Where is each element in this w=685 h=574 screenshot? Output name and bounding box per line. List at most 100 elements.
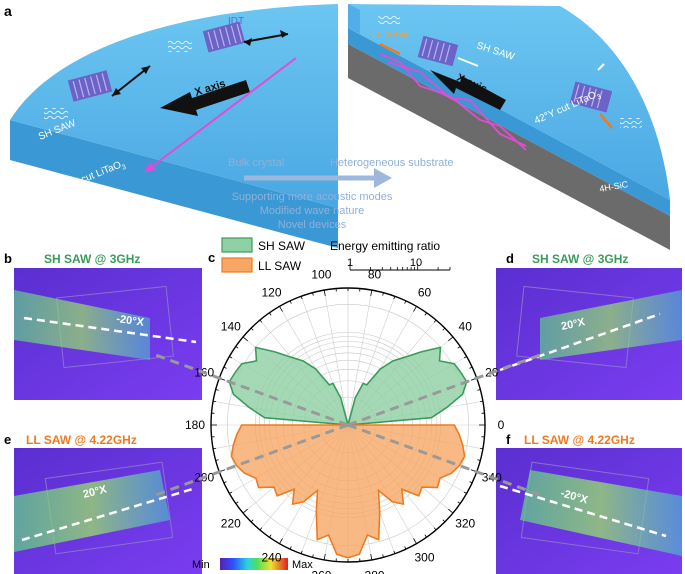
panel-b: b SH SAW @ 3GHz -20°X: [4, 251, 202, 400]
polar-tick: [370, 553, 373, 560]
angle-tick-label: 140: [221, 320, 241, 334]
panel-b-title: SH SAW @ 3GHz: [44, 252, 140, 266]
polar-tick: [477, 459, 481, 461]
panel-b-angle: -20°X: [116, 313, 146, 329]
polar-tick: [393, 550, 396, 554]
polar-tick: [229, 491, 233, 494]
polar-tick: [424, 312, 427, 316]
direction-dashed-line: [152, 352, 349, 427]
wave-symbol-icon: [378, 14, 400, 24]
angle-tick-label: 300: [414, 551, 434, 565]
polar-tick: [433, 527, 437, 531]
polar-tick: [300, 296, 303, 300]
polar-tick: [289, 546, 292, 550]
idt-electrode-icon: [569, 81, 613, 113]
angle-tick-label: 260: [311, 569, 331, 574]
polar-tick: [442, 519, 446, 523]
legend-label-sh: SH SAW: [258, 239, 306, 253]
polar-tick: [457, 346, 461, 349]
colorbar-gradient: [220, 558, 288, 570]
idt-electrode-icon: [417, 35, 459, 67]
polar-tick: [457, 501, 461, 504]
panel-d-angle: 20°X: [560, 316, 587, 333]
panel-d: d SH SAW @ 3GHz 20°X: [496, 251, 682, 400]
polar-tick: [213, 400, 217, 403]
panel-a-letter: a: [4, 3, 12, 19]
angle-tick-label: 180: [185, 418, 205, 432]
panel-e-title: LL SAW @ 4.22GHz: [26, 433, 137, 447]
polar-tick: [393, 296, 396, 300]
polar-tick: [433, 319, 437, 323]
propagation-path-icon: [379, 53, 527, 151]
sim-beam: [520, 470, 682, 556]
polar-tick: [479, 400, 483, 403]
direction-dashed-arrow: [23, 316, 197, 344]
sic-substrate-side: [348, 44, 670, 250]
polar-tick: [370, 290, 373, 297]
polar-tick: [259, 319, 263, 323]
angle-tick-label: 60: [418, 285, 432, 299]
colorbar-max-label: Max: [292, 559, 313, 571]
polar-tick: [312, 292, 314, 296]
panel-e-letter: e: [4, 432, 11, 447]
polar-tick: [413, 538, 417, 544]
polar-tick: [382, 554, 384, 558]
series-area-ll-saw: [230, 424, 466, 559]
panel-e: e LL SAW @ 4.22GHz 20°X: [4, 432, 202, 574]
polar-tick: [479, 447, 483, 450]
panel-a: a: [4, 3, 670, 250]
polar-tick: [279, 306, 283, 312]
benefit-item: Novel devices: [278, 219, 347, 231]
propagation-arrow-icon: [149, 57, 297, 169]
polar-tick: [404, 300, 407, 304]
angle-tick-label: 120: [261, 285, 281, 299]
legend-swatch-ll: [221, 257, 253, 273]
polar-tick: [463, 491, 467, 494]
polar-tick: [250, 519, 254, 523]
benefit-item: Modified wave nature: [260, 205, 365, 217]
polar-tick: [223, 481, 227, 484]
polar-chart: 0204060801001201401601802002202402602803…: [185, 267, 505, 574]
panel-c-letter: c: [208, 250, 215, 265]
direction-dashed-arrow: [499, 312, 661, 372]
angle-tick-label: 40: [459, 320, 473, 334]
polar-tick: [448, 508, 454, 514]
angle-tick-label: 0: [498, 418, 505, 432]
polar-tick: [300, 550, 303, 554]
polar-tick: [279, 538, 283, 544]
idt-electrode-icon: [202, 21, 246, 53]
polar-tick: [424, 534, 427, 538]
polar-tick: [235, 346, 239, 349]
panel-b-letter: b: [4, 251, 12, 266]
angle-tick-label: 320: [455, 516, 475, 530]
heterogeneous-substrate-illustration: LL SAW SH SAW X axis 42°Y cut LiTaO3 4H-…: [348, 4, 670, 250]
wave-symbol-icon: [168, 40, 192, 52]
bulk-crystal-label: Bulk crystal: [228, 157, 284, 169]
arrow-icon: [457, 57, 479, 67]
wave-symbol-icon: [44, 108, 68, 120]
scale-title: Energy emitting ratio: [330, 239, 440, 253]
polar-tick: [323, 290, 326, 297]
scale-tick-label: 10: [410, 257, 422, 269]
direction-dashed-line: [347, 423, 544, 498]
polar-tick: [235, 501, 239, 504]
arrow-icon: [379, 42, 401, 56]
panel-d-letter: d: [506, 251, 514, 266]
polar-tick: [215, 459, 219, 461]
benefit-item: Supporting more acoustic modes: [232, 191, 393, 203]
colorbar-min-label: Min: [192, 559, 210, 571]
angle-tick-label: 240: [261, 551, 281, 565]
angle-tick-label: 80: [368, 267, 382, 281]
polar-tick: [404, 546, 407, 550]
polar-tick: [289, 300, 292, 304]
direction-dashed-line: [347, 352, 544, 427]
polar-tick: [469, 481, 473, 484]
panel-c: c SH SAW LL SAW Energy emitting ratio 1 …: [185, 237, 505, 574]
polar-tick: [442, 327, 446, 331]
polar-tick: [463, 356, 467, 359]
polar-tick: [223, 366, 227, 369]
direction-dashed-arrow: [499, 484, 667, 538]
polar-tick: [215, 389, 219, 391]
polar-tick: [242, 508, 248, 514]
